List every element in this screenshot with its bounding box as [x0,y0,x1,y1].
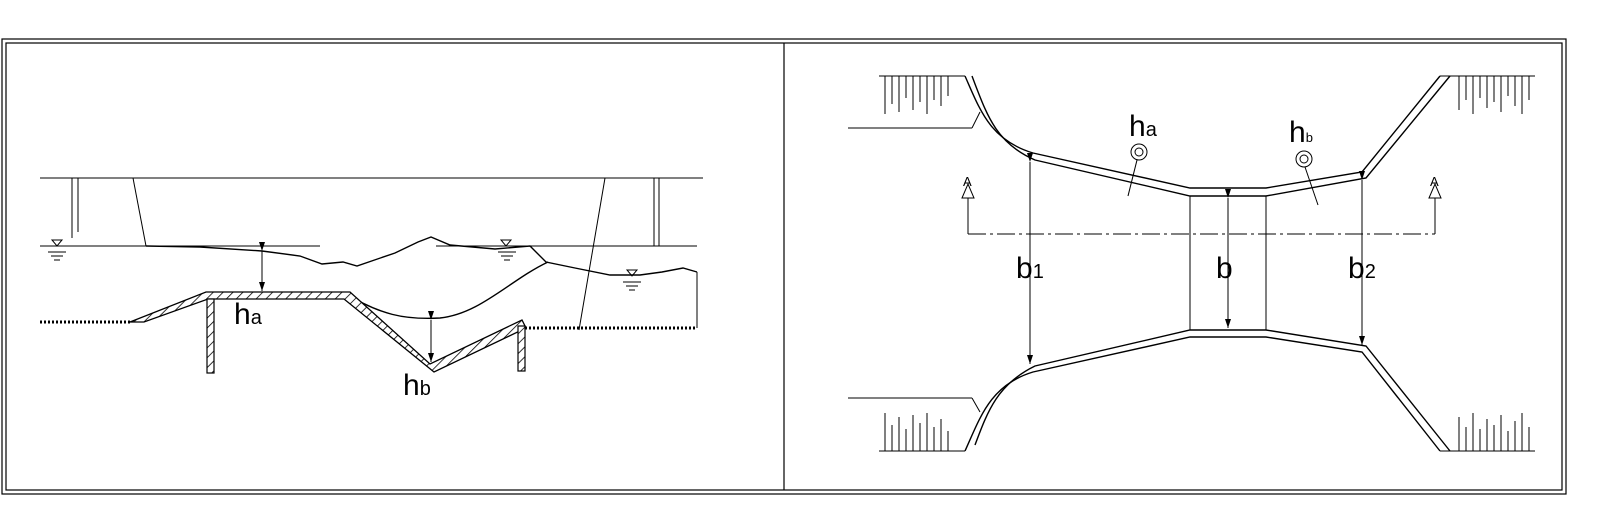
section-mark-label-right: A [1430,174,1439,189]
wall-junction [971,111,981,129]
support-post [206,298,215,374]
lower-left-bank [848,397,972,452]
ha-gauge-point [1127,143,1148,197]
upper-left-bank [848,75,972,129]
profile-ha-label: ha [234,298,263,331]
drawing-frame [1,38,1567,495]
flume-lower-wall [964,336,1441,452]
water-level-symbol [498,239,516,261]
profile-hb-label: hb [403,369,431,402]
flume-upper-wall-inner [971,75,1451,197]
flume-floor-hatched [129,291,527,373]
plan-hb-label: hb [1289,116,1313,149]
plan-b1-label: b1 [1016,252,1044,285]
section-mark-arrow-left [961,182,975,199]
hb-gauge-point [1295,150,1319,206]
water-surface-line [145,236,698,276]
flume-upper-wall [964,75,1441,189]
plan-view: A A ha hb b1 b b2 [848,75,1535,452]
water-level-symbol [48,239,66,261]
profile-view: ha hb [40,177,703,402]
water-level-symbol [623,269,641,291]
plan-ha-label: ha [1129,110,1158,143]
section-mark-label-left: A [963,174,972,189]
hydraulic-jump-curve [342,261,549,320]
wall-junction [971,397,981,413]
section-mark-arrow-right [1428,182,1442,199]
bank-hatch-ticks [884,76,1530,451]
wing-wall-line [578,177,606,331]
wing-wall-line [132,177,147,247]
plan-b2-label: b2 [1348,252,1376,285]
plan-b-label: b [1216,252,1233,285]
flume-lower-wall-inner [974,329,1451,452]
support-post [517,325,526,372]
